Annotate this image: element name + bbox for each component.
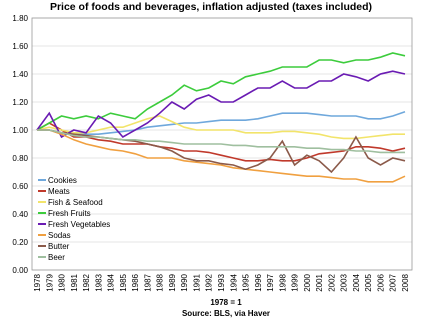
x-tick-label: 1979 bbox=[45, 273, 54, 291]
series-line bbox=[36, 70, 406, 139]
x-tick-label: 1991 bbox=[192, 273, 201, 291]
x-tick-label: 1982 bbox=[82, 273, 91, 291]
x-tick-label: 1990 bbox=[180, 273, 189, 291]
x-tick-label: 2007 bbox=[389, 273, 398, 291]
y-tick-label: 0.40 bbox=[12, 210, 28, 219]
x-tick-label: 1984 bbox=[107, 273, 116, 291]
x-tick-label: 2000 bbox=[303, 273, 312, 291]
legend-label: Meats bbox=[48, 187, 70, 196]
x-tick-label: 2003 bbox=[340, 273, 349, 291]
x-tick-label: 1994 bbox=[229, 273, 238, 291]
legend-label: Beer bbox=[48, 253, 65, 262]
x-tick-label: 1993 bbox=[217, 273, 226, 291]
x-tick-label: 1998 bbox=[278, 273, 287, 291]
series-line bbox=[36, 122, 406, 162]
x-tick-label: 1987 bbox=[143, 273, 152, 291]
x-tick-label: 1986 bbox=[131, 273, 140, 291]
x-tick-label: 2001 bbox=[315, 273, 324, 291]
y-tick-label: 0.80 bbox=[12, 154, 28, 163]
x-tick-label: 1983 bbox=[94, 273, 103, 291]
x-tick-label: 2006 bbox=[376, 273, 385, 291]
y-tick-label: 1.80 bbox=[12, 14, 28, 23]
legend-label: Fresh Fruits bbox=[48, 209, 91, 218]
footnote: 1978 = 1 bbox=[210, 298, 242, 307]
x-tick-label: 1980 bbox=[58, 273, 67, 291]
legend-label: Sodas bbox=[48, 231, 71, 240]
x-tick-label: 1989 bbox=[168, 273, 177, 291]
y-tick-label: 0.20 bbox=[12, 238, 28, 247]
series-line bbox=[37, 129, 406, 183]
x-tick-label: 1981 bbox=[70, 273, 79, 291]
y-tick-label: 0.60 bbox=[12, 182, 28, 191]
legend-label: Fish & Seafood bbox=[48, 198, 103, 207]
series-line bbox=[37, 129, 405, 154]
x-tick-label: 1992 bbox=[205, 273, 214, 291]
x-tick-label: 1999 bbox=[291, 273, 300, 291]
y-tick-label: 0.00 bbox=[12, 266, 28, 275]
x-tick-label: 2008 bbox=[401, 273, 410, 291]
x-tick-label: 1988 bbox=[156, 273, 165, 291]
y-tick-label: 1.00 bbox=[12, 126, 28, 135]
source: Source: BLS, via Haver bbox=[182, 309, 270, 318]
legend-label: Fresh Vegetables bbox=[48, 220, 110, 229]
x-tick-label: 1985 bbox=[119, 273, 128, 291]
x-tick-label: 2005 bbox=[364, 273, 373, 291]
series-line bbox=[36, 115, 405, 140]
y-tick-label: 1.60 bbox=[12, 42, 28, 51]
legend-label: Cookies bbox=[48, 176, 77, 185]
x-tick-label: 2004 bbox=[352, 273, 361, 291]
x-tick-label: 1997 bbox=[266, 273, 275, 291]
series-line bbox=[36, 52, 406, 131]
x-tick-label: 1996 bbox=[254, 273, 263, 291]
y-tick-label: 1.20 bbox=[12, 98, 28, 107]
x-tick-label: 2002 bbox=[327, 273, 336, 291]
legend-label: Butter bbox=[48, 242, 70, 251]
chart-title: Price of foods and beverages, inflation … bbox=[50, 1, 372, 13]
y-tick-label: 1.40 bbox=[12, 70, 28, 79]
series-line bbox=[37, 111, 406, 135]
plot-frame bbox=[31, 17, 413, 271]
x-tick-label: 1995 bbox=[242, 273, 251, 291]
x-tick-label: 1978 bbox=[33, 273, 42, 291]
